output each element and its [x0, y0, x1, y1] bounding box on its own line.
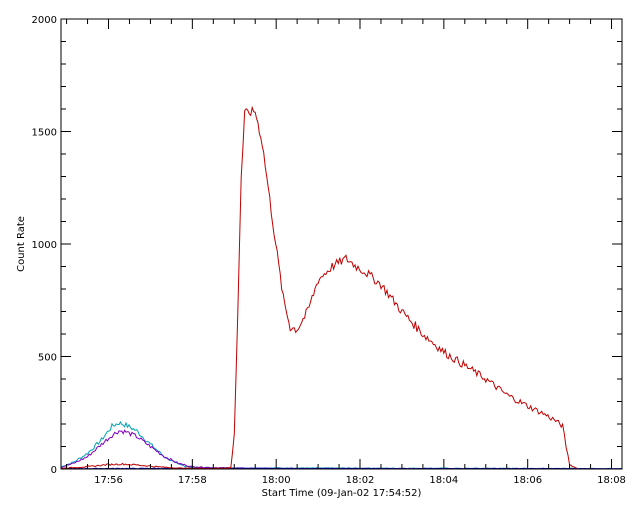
y-tick-label: 0	[51, 465, 57, 476]
series-layer	[60, 105, 623, 470]
x-tick-label: 18:06	[513, 475, 542, 486]
x-tick-label: 18:00	[262, 475, 291, 486]
series-line-3	[60, 105, 577, 470]
x-tick-label: 18:08	[597, 475, 626, 486]
x-tick-label: 17:56	[94, 475, 123, 486]
y-tick-label: 2000	[32, 15, 57, 26]
plot-frame	[60, 18, 623, 470]
series-line-1	[60, 429, 623, 470]
y-tick-label: 500	[38, 353, 57, 364]
x-tick-label: 18:04	[429, 475, 458, 486]
x-tick-label: 18:02	[346, 475, 375, 486]
series-line-0	[60, 420, 623, 470]
axis-layer: 0 500 1000 1500 2000 17:56 17:58 18:00 18:02 18:0…	[32, 15, 626, 486]
y-tick-label: 1000	[32, 240, 57, 251]
y-tick-label: 1500	[32, 128, 57, 139]
y-axis-label: Count Rate	[16, 216, 27, 272]
x-tick-label: 17:58	[178, 475, 207, 486]
x-axis-label: Start Time (09-Jan-02 17:54:52)	[262, 488, 422, 499]
